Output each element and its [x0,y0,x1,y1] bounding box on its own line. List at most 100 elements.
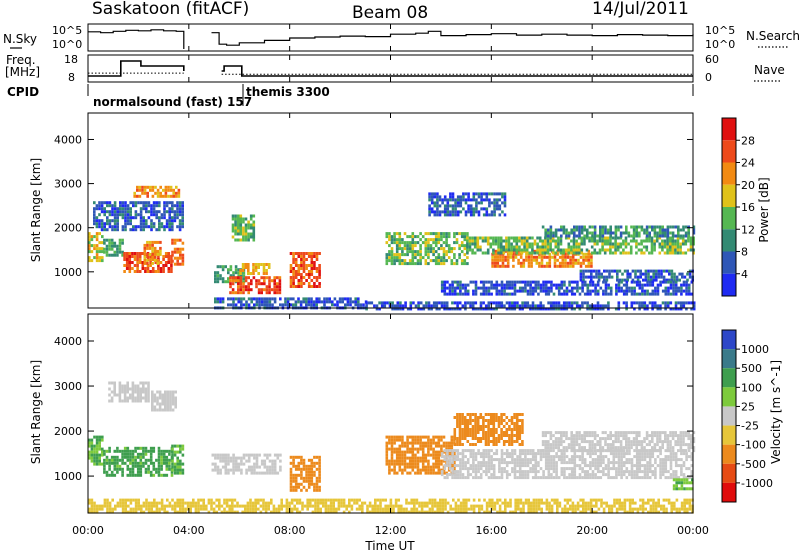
velocity-cell [469,431,472,434]
velocity-cell [302,464,306,468]
power-cell [131,261,134,264]
power-cell [434,241,438,245]
power-cell [624,236,628,240]
velocity-cell [126,458,130,462]
power-cell [669,292,673,296]
power-cell [428,210,431,214]
power-ylabel: Slant Range [km] [29,158,43,262]
power-cell [95,222,99,226]
velocity-cell [171,465,174,469]
velocity-cell [652,504,655,508]
power-cell [146,185,149,189]
power-cell [488,213,491,217]
power-cell [307,264,311,267]
power-cell [150,222,153,226]
power-cell [449,198,452,202]
power-cell [625,307,628,311]
power-cell [665,278,668,282]
velocity-cell [470,504,473,508]
velocity-cell [149,470,153,474]
power-cell [171,250,174,254]
velocity-cell [88,507,91,511]
velocity-cell [495,440,498,443]
velocity-cell [118,449,122,453]
power-cell [458,256,461,260]
velocity-cell [110,461,114,465]
power-cell [443,286,447,290]
power-cell [312,303,316,307]
power-cell [635,283,639,287]
power-cell [121,204,125,208]
velocity-cell [649,510,653,514]
power-cell [570,239,573,243]
power-cell [477,201,481,205]
power-cell [554,234,558,238]
power-cell [171,219,174,223]
power-cell [276,285,279,289]
power-cell [582,252,585,256]
velocity-cell [405,501,408,505]
power-cell [393,256,396,260]
power-cell [219,265,222,269]
power-cell [668,248,672,252]
power-cell [679,234,683,238]
power-cell [531,301,535,305]
power-cell [503,213,507,217]
power-cell [598,236,602,240]
power-cell [596,307,600,311]
velocity-cell [214,468,217,472]
power-cell [615,292,618,296]
velocity-cell [683,498,686,502]
power-cell [576,283,579,287]
velocity-cell [493,501,497,505]
power-cell [119,213,122,217]
velocity-cell [476,437,480,440]
power-cell [692,225,696,229]
power-cell [490,210,494,214]
power-cell [664,292,668,296]
velocity-cell [108,381,111,385]
velocity-cell [251,501,255,505]
power-cell [244,238,248,242]
velocity-cell [505,434,509,437]
power-cell [519,264,523,268]
power-cell [98,256,101,260]
power-cell [249,235,253,239]
velocity-cell [255,456,259,460]
velocity-cell [318,467,321,471]
power-cell [417,301,420,305]
power-cell [236,214,240,218]
power-cell [239,217,243,221]
power-cell [349,297,352,301]
power-cell [128,252,132,255]
power-cell [445,253,448,257]
power-cell [428,207,431,211]
velocity-cell [465,498,468,502]
power-cell [244,229,248,233]
power-cell [263,276,266,280]
velocity-cell [244,504,247,508]
power-cell [455,241,459,245]
velocity-cell [584,501,588,505]
power-cell [619,251,623,255]
velocity-cell [385,435,389,439]
power-cell [445,301,449,305]
velocity-cell [277,507,281,511]
power-cell [152,222,156,226]
power-cell [614,251,617,255]
power-cell [318,285,321,288]
velocity-cell [457,504,460,508]
power-cell [512,258,515,262]
power-cell [609,231,612,235]
power-cell [531,304,535,308]
velocity-cell [176,444,179,448]
velocity-cell [131,470,135,474]
power-cell [647,269,650,273]
velocity-cell [116,470,119,474]
velocity-cell [98,447,101,451]
velocity-cell [548,507,551,511]
power-cell [393,241,396,245]
power-cell [129,207,132,211]
power-cell [559,248,563,252]
velocity-cell [427,471,430,475]
